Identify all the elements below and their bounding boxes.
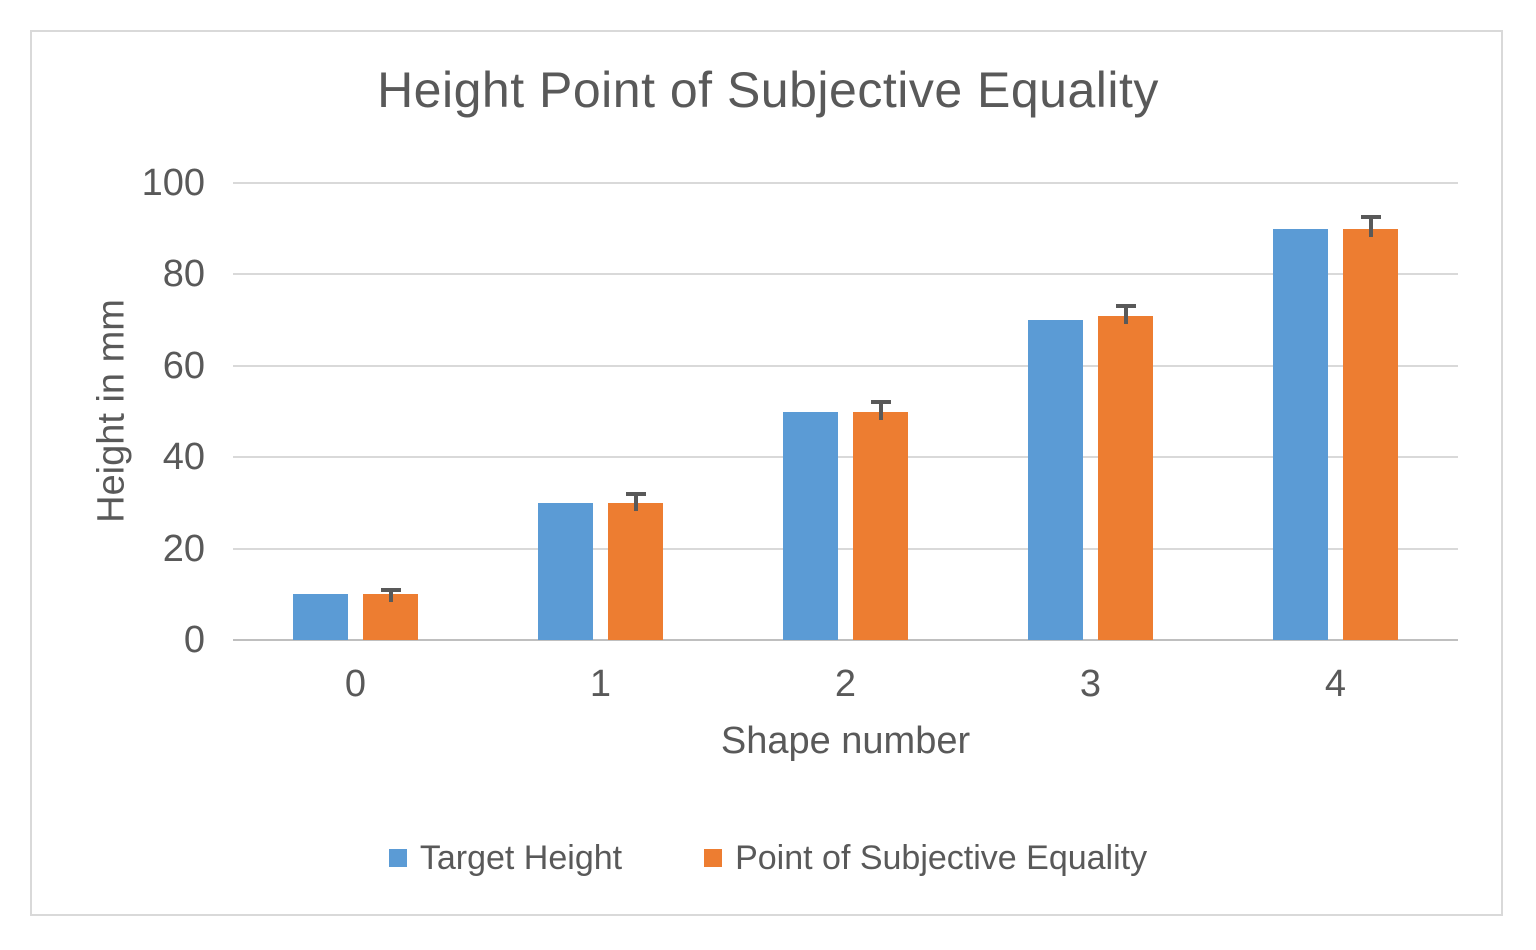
chart-title: Height Point of Subjective Equality [377,62,1159,118]
y-gridline-80 [233,273,1458,276]
bar-target-height-0 [293,594,348,640]
plot-area [233,182,1458,641]
bar-point-of-subjective-equality-3 [1098,304,1153,640]
legend: Target Height Point of Subjective Equalit… [0,838,1536,878]
x-tick-label-3: 3 [1079,663,1102,705]
chart-frame [30,30,1503,916]
bar-group-0 [233,183,478,640]
legend-swatch-target-height [388,849,407,867]
bar-group-4 [1213,183,1458,640]
y-tick-label-0: 0 [183,619,205,661]
bar-point-of-subjective-equality-0 [363,587,418,640]
error-bar-stem [1368,219,1373,237]
error-bar-cap [1115,304,1136,309]
x-tick-label-4: 4 [1324,663,1347,705]
error-bar-stem [633,495,638,511]
x-axis-line [233,639,1458,641]
y-gridline-100 [233,182,1458,184]
bar-point-of-subjective-equality-2 [853,400,908,640]
x-axis-title: Shape number [720,720,971,762]
y-tick-label-40: 40 [162,436,205,479]
bar-target-height-3 [1028,320,1083,640]
bar-point-of-subjective-equality-4 [1343,215,1398,640]
legend-item-target-height: Target Height [388,838,623,878]
x-tick-label-1: 1 [589,663,612,705]
error-bar-cap [380,587,401,592]
y-gridline-40 [233,456,1458,459]
error-bar-stem [878,404,883,420]
bar-target-height-2 [783,411,838,640]
error-bar-stem [388,591,393,603]
x-tick-label-2: 2 [834,663,857,705]
y-gridline-60 [233,364,1458,367]
y-tick-label-20: 20 [162,527,205,570]
error-bar-cap [1360,215,1381,220]
bar-group-2 [723,183,968,640]
error-bar-stem [1123,308,1128,324]
x-tick-label-0: 0 [344,663,367,705]
y-tick-label-100: 100 [141,162,205,204]
legend-label-point-of-subjective-equality: Point of Subjective Equality [735,839,1148,877]
y-tick-label-80: 80 [162,253,205,296]
y-gridline-20 [233,547,1458,550]
x-axis-tick-labels: 0 1 2 3 4 [233,662,1458,706]
bar-group-3 [968,183,1213,640]
y-axis-title: Height in mm [90,299,133,523]
error-bar-cap [870,400,891,405]
legend-label-target-height: Target Height [419,839,623,877]
y-tick-label-60: 60 [162,344,205,387]
bar-point-of-subjective-equality-1 [608,491,663,640]
legend-item-point-of-subjective-equality: Point of Subjective Equality [704,838,1147,878]
bar-group-1 [478,183,723,640]
bar-target-height-4 [1273,228,1328,640]
bar-target-height-1 [538,502,593,640]
error-bar-cap [625,491,646,496]
bar-groups [233,183,1458,640]
legend-swatch-point-of-subjective-equality [704,849,723,867]
